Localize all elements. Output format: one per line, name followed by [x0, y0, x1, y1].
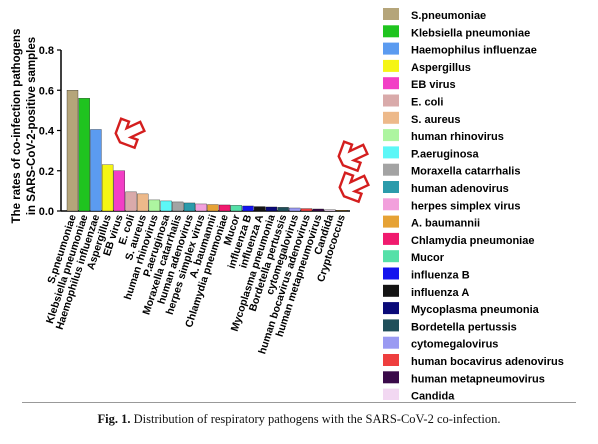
arrow-candida-icon: [337, 140, 369, 173]
legend-swatch-9: [383, 163, 399, 176]
legend-swatch-4: [383, 77, 399, 90]
y-tick-label-1: 0.2: [39, 166, 54, 178]
bar-23: [335, 210, 348, 212]
bar-10: [183, 202, 196, 212]
legend-swatch-17: [383, 302, 399, 315]
bar-6: [137, 193, 149, 212]
figure-label: Fig. 1.: [97, 412, 131, 426]
bar-21: [312, 208, 324, 212]
figure-caption-text: Distribution of respiratory pathogens wi…: [133, 412, 501, 426]
legend-swatch-7: [383, 129, 399, 142]
y-tick-label-2: 0.4: [39, 126, 55, 138]
legend-swatch-13: [383, 232, 399, 245]
legend-label-2: Haemophilus influenzae: [411, 45, 537, 57]
legend-label-19: cytomegalovirus: [411, 339, 498, 351]
bar-chart: The rates of co-infection pathogens in S…: [11, 8, 564, 400]
legend-label-15: influenza B: [411, 270, 470, 282]
bar-5: [125, 191, 137, 212]
bars: [66, 90, 348, 212]
legend-label-10: human adenovirus: [411, 183, 509, 195]
legend-label-8: P.aeruginosa: [411, 148, 480, 160]
legend-label-0: S.pneumoniae: [411, 10, 486, 22]
bar-1: [78, 98, 90, 212]
y-ticks: 0.0 0.2 0.4 0.6 0.8: [39, 45, 61, 218]
legend-swatch-3: [383, 59, 399, 72]
legend-label-11: herpes simplex virus: [411, 200, 520, 212]
y-axis-label-line-1: The rates of co-infection pathogens: [11, 29, 23, 224]
bar-9: [172, 201, 184, 212]
legend-swatch-19: [383, 336, 399, 349]
bar-11: [195, 203, 207, 212]
bar-13: [218, 204, 231, 212]
caption-divider: [22, 402, 576, 403]
bar-19: [289, 207, 301, 212]
arrow-cryptococcus-icon: [338, 171, 370, 204]
bar-4: [113, 170, 125, 212]
bar-2: [90, 129, 102, 212]
legend-swatch-21: [383, 371, 399, 384]
legend-swatch-1: [383, 25, 399, 38]
legend-swatch-8: [383, 146, 399, 159]
bar-7: [148, 199, 161, 212]
legend-swatch-18: [383, 319, 399, 332]
legend-label-18: Bordetella pertussis: [411, 321, 517, 333]
bar-16: [254, 206, 266, 212]
legend-label-16: influenza A: [411, 287, 469, 299]
legend-swatch-14: [383, 250, 399, 263]
legend-label-3: Aspergillus: [411, 62, 471, 74]
bar-22: [324, 209, 336, 212]
legend-swatch-22: [383, 388, 399, 400]
legend-swatch-10: [383, 181, 399, 193]
legend-swatch-20: [383, 354, 399, 366]
bar-18: [277, 207, 289, 212]
legend-label-6: S. aureus: [411, 114, 461, 126]
legend-label-20: human bocavirus adenovirus: [411, 356, 564, 368]
legend-swatch-2: [383, 42, 399, 55]
arrow-aspergillus-icon: [114, 117, 146, 150]
legend-swatch-5: [383, 94, 399, 107]
legend-label-4: EB virus: [411, 79, 456, 91]
legend-label-9: Moraxella catarrhalis: [411, 166, 520, 178]
bar-0: [66, 90, 79, 212]
bar-8: [160, 200, 172, 212]
legend-swatch-6: [383, 111, 399, 124]
y-tick-label-3: 0.6: [39, 85, 54, 97]
legend-label-14: Mucor: [411, 252, 445, 264]
figure-caption: Fig. 1. Distribution of respiratory path…: [0, 412, 598, 427]
annotation-arrows: [114, 117, 370, 204]
legend-label-5: E. coli: [411, 97, 443, 109]
legend-label-22: Candida: [411, 391, 455, 400]
y-axis-label-line-2: in SARS-CoV-2-positive samples: [26, 37, 38, 215]
legend-swatch-15: [383, 267, 399, 280]
legend-swatch-11: [383, 198, 399, 211]
legend-label-21: human metapneumovirus: [411, 373, 545, 385]
legend-label-17: Mycoplasma pneumonia: [411, 304, 540, 316]
y-tick-label-0: 0.0: [39, 206, 54, 218]
legend: S.pneumoniae Klebsiella pneumoniae Haemoph…: [383, 8, 564, 400]
legend-label-7: human rhinovirus: [411, 131, 504, 143]
legend-label-13: Chlamydia pneumoniae: [411, 235, 534, 247]
bar-17: [265, 206, 278, 212]
legend-swatch-12: [383, 215, 399, 228]
bar-12: [207, 204, 219, 212]
bar-14: [230, 205, 242, 212]
bar-15: [242, 205, 254, 212]
bar-3: [101, 164, 114, 212]
legend-label-12: A. baumannii: [411, 218, 480, 230]
legend-swatch-0: [383, 8, 399, 20]
legend-label-1: Klebsiella pneumoniae: [411, 27, 530, 39]
y-tick-label-4: 0.8: [39, 45, 54, 57]
legend-swatch-16: [383, 284, 399, 297]
bar-20: [300, 208, 313, 212]
